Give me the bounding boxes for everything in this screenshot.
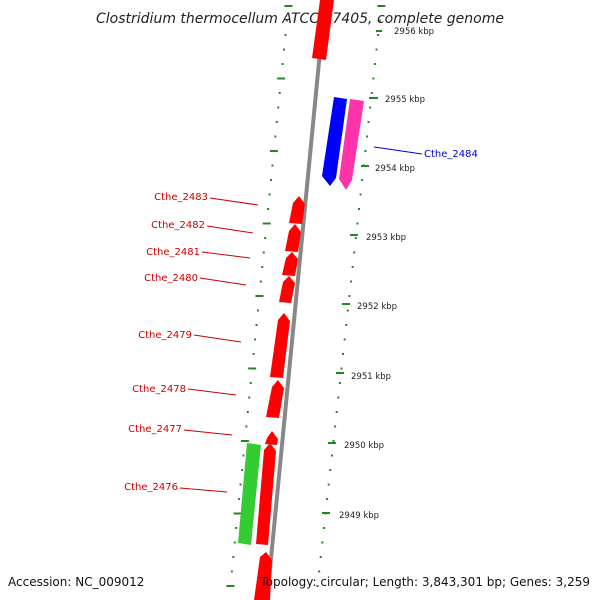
gene-label-cthe-2484[interactable]: Cthe_2484 — [424, 149, 478, 160]
tick-label: 2954 kbp — [375, 164, 415, 174]
tick-label: 2955 kbp — [385, 95, 425, 105]
tick-label: 2950 kbp — [344, 441, 384, 451]
tick-label: 2951 kbp — [351, 372, 391, 382]
gene-label-cthe-2480[interactable]: Cthe_2480 — [144, 273, 198, 284]
tick-label: 2953 kbp — [366, 233, 406, 243]
gene-label-cthe-2479[interactable]: Cthe_2479 — [138, 330, 192, 341]
gene-cthe-2476[interactable] — [256, 443, 276, 545]
gene-label-cthe-2483[interactable]: Cthe_2483 — [154, 192, 208, 203]
tick-label: 2952 kbp — [357, 302, 397, 312]
gene-label-cthe-2476[interactable]: Cthe_2476 — [124, 482, 178, 493]
tick-labels: 2956 kbp 2955 kbp 2954 kbp 2953 kbp 2952… — [322, 27, 434, 521]
gene-cthe-2483[interactable] — [289, 196, 305, 224]
tick-label: 2949 kbp — [339, 511, 379, 521]
topology-text: Topology: circular; Length: 3,843,301 bp… — [259, 575, 590, 589]
map-title: Clostridium thermocellum ATCC 27405, com… — [96, 11, 504, 27]
gene-top-partial[interactable] — [312, 0, 334, 60]
tick-label: 2956 kbp — [394, 27, 434, 37]
gene-features — [238, 0, 364, 600]
gene-label-cthe-2482[interactable]: Cthe_2482 — [151, 220, 205, 231]
gene-reverse-blue[interactable] — [322, 97, 347, 186]
gene-cthe-2480[interactable] — [279, 276, 295, 303]
gene-label-cthe-2477[interactable]: Cthe_2477 — [128, 424, 182, 435]
gene-cthe-2477[interactable] — [265, 431, 278, 445]
outer-tick-track — [316, 5, 386, 587]
gene-cthe-2479[interactable] — [270, 313, 290, 378]
inner-tick-track — [226, 5, 293, 587]
gene-cthe-2484[interactable] — [339, 99, 364, 190]
genome-backbone — [265, 0, 327, 600]
gene-green[interactable] — [238, 443, 261, 545]
gene-label-cthe-2481[interactable]: Cthe_2481 — [146, 247, 200, 258]
gene-cthe-2478[interactable] — [266, 380, 284, 418]
gene-label-cthe-2478[interactable]: Cthe_2478 — [132, 384, 186, 395]
gene-cthe-2482[interactable] — [285, 224, 301, 252]
gene-bottom-partial[interactable] — [254, 552, 272, 600]
accession-text: Accession: NC_009012 — [8, 575, 144, 589]
gene-labels: Cthe_2484 Cthe_2483 Cthe_2482 Cthe_2481 … — [124, 146, 478, 493]
gene-cthe-2481[interactable] — [282, 252, 298, 276]
